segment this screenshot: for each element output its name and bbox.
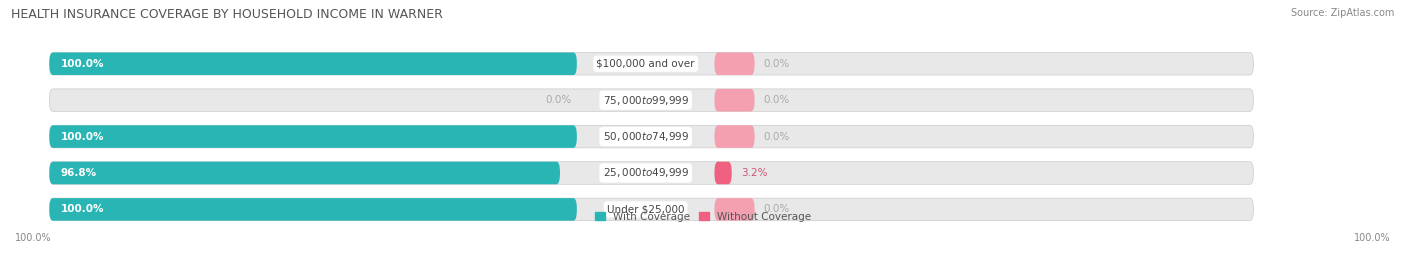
FancyBboxPatch shape [714, 162, 731, 184]
Text: 0.0%: 0.0% [763, 204, 790, 214]
Text: 100.0%: 100.0% [15, 233, 52, 243]
FancyBboxPatch shape [714, 125, 755, 148]
FancyBboxPatch shape [49, 125, 1253, 148]
FancyBboxPatch shape [49, 89, 1253, 111]
FancyBboxPatch shape [49, 52, 576, 75]
Text: Source: ZipAtlas.com: Source: ZipAtlas.com [1291, 8, 1395, 18]
FancyBboxPatch shape [714, 89, 755, 111]
Text: 0.0%: 0.0% [763, 95, 790, 105]
Text: 100.0%: 100.0% [1354, 233, 1391, 243]
Text: 3.2%: 3.2% [741, 168, 768, 178]
Text: 96.8%: 96.8% [60, 168, 97, 178]
Text: 0.0%: 0.0% [763, 132, 790, 141]
FancyBboxPatch shape [49, 162, 1253, 184]
Text: $50,000 to $74,999: $50,000 to $74,999 [603, 130, 689, 143]
FancyBboxPatch shape [49, 162, 560, 184]
Legend: With Coverage, Without Coverage: With Coverage, Without Coverage [591, 208, 815, 226]
Text: 100.0%: 100.0% [60, 132, 104, 141]
FancyBboxPatch shape [714, 52, 755, 75]
Text: HEALTH INSURANCE COVERAGE BY HOUSEHOLD INCOME IN WARNER: HEALTH INSURANCE COVERAGE BY HOUSEHOLD I… [11, 8, 443, 21]
Text: 100.0%: 100.0% [60, 204, 104, 214]
Text: $75,000 to $99,999: $75,000 to $99,999 [603, 94, 689, 107]
Text: Under $25,000: Under $25,000 [607, 204, 685, 214]
FancyBboxPatch shape [714, 198, 755, 221]
Text: $25,000 to $49,999: $25,000 to $49,999 [603, 167, 689, 179]
Text: $100,000 and over: $100,000 and over [596, 59, 695, 69]
FancyBboxPatch shape [49, 52, 1253, 75]
FancyBboxPatch shape [49, 125, 576, 148]
FancyBboxPatch shape [49, 198, 1253, 221]
FancyBboxPatch shape [49, 198, 576, 221]
Text: 0.0%: 0.0% [546, 95, 571, 105]
Text: 0.0%: 0.0% [763, 59, 790, 69]
Text: 100.0%: 100.0% [60, 59, 104, 69]
